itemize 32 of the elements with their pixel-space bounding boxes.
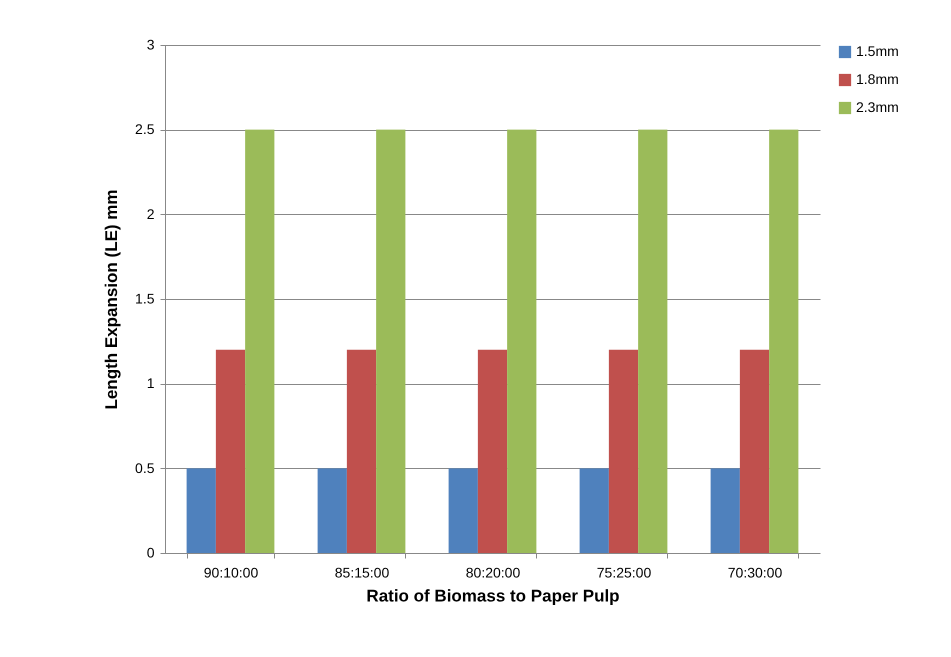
x-tick-label: 70:30:00 — [728, 564, 782, 580]
bar — [608, 350, 638, 553]
y-tick-label: 1.5 — [135, 290, 155, 306]
y-tick-label: 0.5 — [135, 460, 155, 476]
bar — [186, 468, 216, 553]
y-tick-label: 1 — [146, 375, 155, 392]
y-tick-label: 2 — [146, 206, 155, 222]
bar — [216, 350, 246, 553]
bar — [507, 130, 536, 553]
bar — [245, 130, 274, 553]
bar — [769, 130, 798, 553]
y-tick-label: 0 — [146, 544, 155, 560]
y-tick-label: 3 — [146, 36, 155, 52]
bar — [638, 130, 668, 553]
bar — [580, 468, 609, 553]
y-axis-title: Length Expansion (LE) mm — [102, 189, 122, 410]
bar — [346, 350, 376, 553]
bar — [448, 468, 478, 553]
x-tick-label: 80:20:00 — [466, 564, 520, 580]
x-tick-label: 85:15:00 — [334, 564, 390, 580]
bar — [318, 468, 347, 553]
x-axis-title: Ratio of Biomass to Paper Pulp — [366, 586, 620, 606]
bar — [710, 468, 740, 553]
bar — [478, 350, 508, 553]
legend-label: 1.5mm — [856, 43, 899, 59]
x-tick-label: 90:10:00 — [204, 564, 258, 580]
bar — [376, 130, 406, 553]
y-tick-label: 2.5 — [135, 121, 155, 138]
x-tick-label: 75:25:00 — [596, 564, 652, 580]
legend-label: 1.8mm — [856, 71, 899, 87]
legend-label: 2.3mm — [856, 99, 899, 115]
bar — [740, 350, 770, 553]
